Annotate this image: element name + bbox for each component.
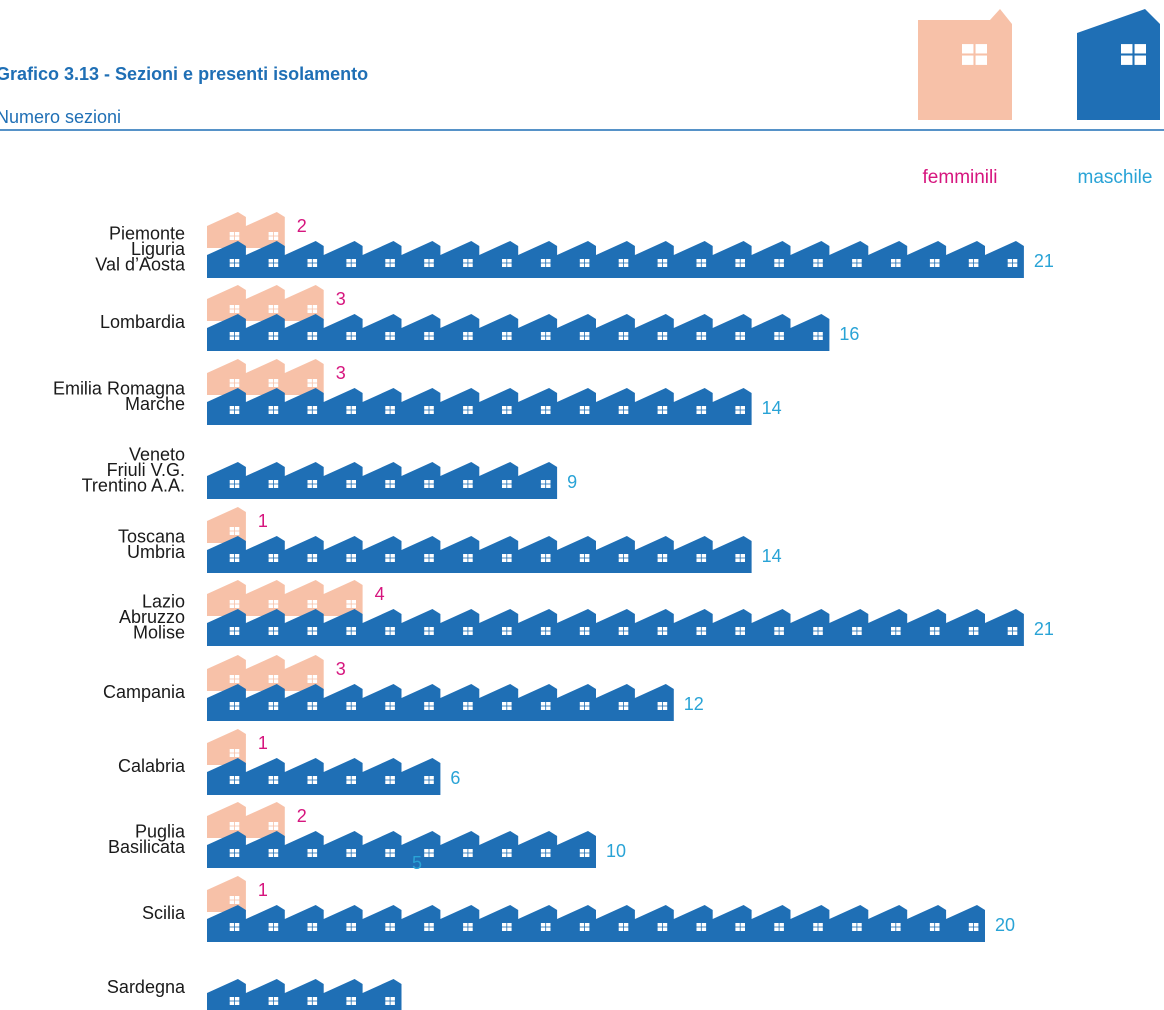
legend: femminili maschile — [918, 9, 1160, 188]
data-label-maschile: 5 — [412, 853, 422, 873]
tick-label: Abruzzo — [119, 607, 185, 627]
data-label-femminili: 3 — [336, 363, 346, 383]
tick-label: Lazio — [142, 592, 185, 612]
bar-femminili — [207, 285, 324, 321]
bar-femminili — [207, 655, 324, 691]
tick-label: Lombardia — [100, 312, 186, 332]
data-label-maschile: 16 — [839, 324, 859, 344]
tick-label: Calabria — [118, 756, 186, 776]
bar-maschile — [207, 536, 752, 573]
data-label-maschile: 14 — [762, 398, 782, 418]
tick-label: Umbria — [127, 542, 186, 562]
tick-label: Trentino A.A. — [82, 476, 185, 496]
tick-label: Campania — [103, 682, 186, 702]
chart-title: Grafico 3.13 - Sezioni e presenti isolam… — [0, 64, 368, 84]
row-10: Sardegna 5 — [107, 853, 422, 1010]
bar-maschile — [207, 758, 441, 795]
row-7: Calabria 1 6 — [118, 729, 460, 795]
bar-maschile — [207, 388, 752, 425]
data-label-maschile: 9 — [567, 472, 577, 492]
tick-label: Marche — [125, 394, 185, 414]
data-label-femminili: 3 — [336, 289, 346, 309]
tick-label: Veneto — [129, 445, 185, 465]
legend-femminili-icon — [918, 9, 1012, 120]
data-label-femminili: 1 — [258, 733, 268, 753]
legend-femminili-label: femminili — [923, 167, 998, 188]
data-label-maschile: 10 — [606, 841, 626, 861]
tick-label: Val d’Aosta — [95, 255, 186, 275]
data-label-maschile: 21 — [1034, 619, 1054, 639]
bar-femminili — [207, 729, 246, 765]
data-label-maschile: 12 — [684, 694, 704, 714]
tick-label: Molise — [133, 623, 185, 643]
data-label-maschile: 14 — [762, 546, 782, 566]
bar-maschile — [207, 979, 402, 1010]
bar-maschile — [207, 831, 596, 868]
data-label-maschile: 21 — [1034, 251, 1054, 271]
tick-label: Basilicata — [108, 837, 186, 857]
data-label-femminili: 4 — [375, 584, 385, 604]
bar-femminili — [207, 876, 246, 912]
tick-label: Puglia — [135, 821, 186, 841]
data-label-femminili: 1 — [258, 880, 268, 900]
tick-label: Emilia Romagna — [53, 378, 186, 398]
tick-label: Piemonte — [109, 224, 185, 244]
row-9: Scilia 1 20 — [142, 876, 1015, 942]
bar-femminili — [207, 212, 285, 248]
bar-maschile — [207, 609, 1024, 646]
tick-label: Friuli V.G. — [107, 460, 185, 480]
data-label-femminili: 1 — [258, 511, 268, 531]
data-label-maschile: 20 — [995, 915, 1015, 935]
row-1: Lombardia 3 16 — [100, 285, 859, 351]
tick-label: Scilia — [142, 903, 186, 923]
bar-maschile — [207, 241, 1024, 278]
bar-maschile — [207, 462, 558, 499]
chart-subtitle: Numero sezioni — [0, 107, 121, 127]
bar-femminili — [207, 580, 363, 616]
bar-femminili — [207, 507, 246, 543]
tick-label: Toscana — [118, 526, 186, 546]
tick-label: Liguria — [131, 239, 186, 259]
row-6: Campania 3 12 — [103, 655, 704, 721]
legend-maschile-label: maschile — [1078, 167, 1153, 188]
bar-femminili — [207, 359, 324, 395]
data-label-femminili: 2 — [297, 806, 307, 826]
data-label-femminili: 2 — [297, 216, 307, 236]
data-label-maschile: 6 — [450, 768, 460, 788]
bar-maschile — [207, 314, 830, 351]
bar-maschile — [207, 905, 985, 942]
legend-maschile-icon — [1077, 9, 1160, 120]
data-label-femminili: 3 — [336, 659, 346, 679]
tick-label: Sardegna — [107, 977, 186, 997]
bar-maschile — [207, 684, 674, 721]
bar-femminili — [207, 802, 285, 838]
